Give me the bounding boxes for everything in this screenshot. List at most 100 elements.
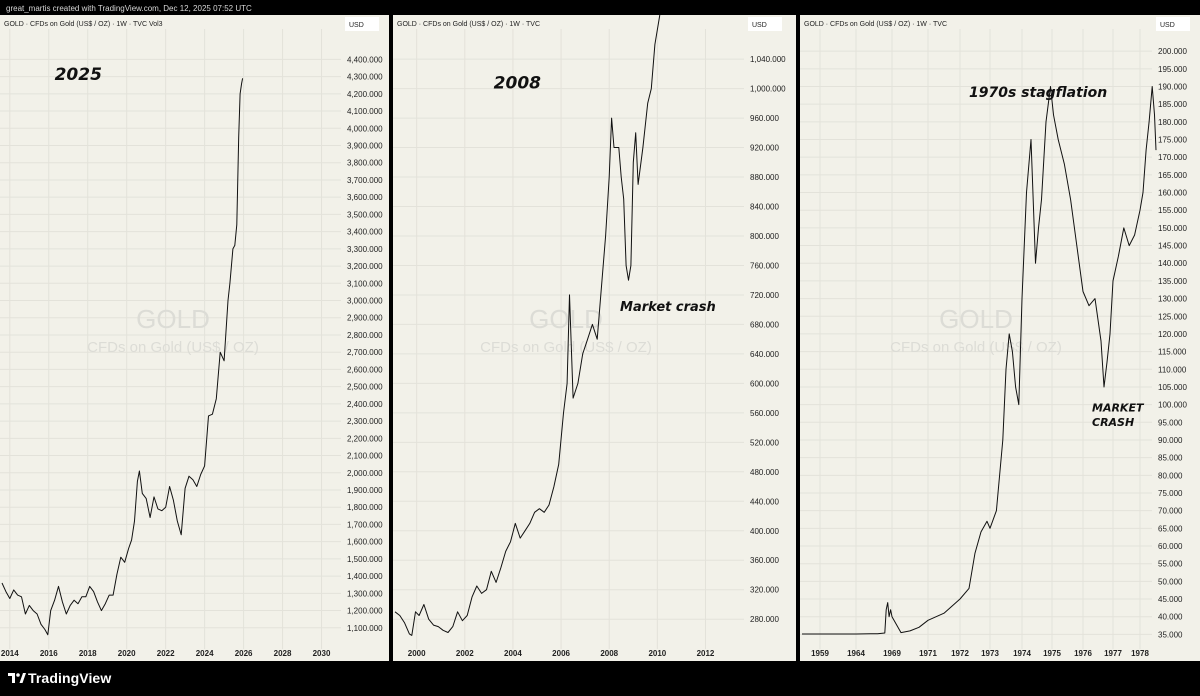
y-tick-label: 70.000 (1158, 507, 1183, 516)
chart-credit: great_martis created with TradingView.co… (6, 4, 252, 13)
y-tick-label: 125.000 (1158, 312, 1187, 321)
x-tick-label: 2016 (40, 649, 58, 658)
watermark-description: CFDs on Gold (US$ / OZ) (87, 339, 259, 356)
y-tick-label: 150.000 (1158, 224, 1187, 233)
y-tick-label: 1,600.000 (347, 538, 383, 547)
x-tick-label: 1964 (847, 649, 865, 658)
x-tick-label: 2002 (456, 649, 474, 658)
y-tick-label: 100.000 (1158, 401, 1187, 410)
footer-bar: TradingView (0, 663, 1200, 696)
y-tick-label: 1,400.000 (347, 572, 383, 581)
y-tick-label: 4,000.000 (347, 124, 383, 133)
x-tick-label: 1972 (951, 649, 969, 658)
x-tick-label: 2012 (697, 649, 715, 658)
y-tick-label: 1,800.000 (347, 503, 383, 512)
y-tick-label: 80.000 (1158, 471, 1183, 480)
currency-label: USD (349, 22, 364, 29)
y-tick-label: 140.000 (1158, 259, 1187, 268)
y-tick-label: 165.000 (1158, 171, 1187, 180)
chart-svg-2025: GOLD CFDs on Gold (US$ / OZ) GOLD · CFDs o… (0, 17, 383, 658)
y-tick-label: 105.000 (1158, 383, 1187, 392)
chart-annotation: 1970s stagflation (969, 85, 1107, 101)
y-tick-label: 155.000 (1158, 206, 1187, 215)
currency-label-box (345, 17, 379, 31)
y-tick-label: 1,000.000 (750, 85, 786, 94)
chart-svg-2008: GOLD CFDs on Gold (US$ / OZ) GOLD · CFDs o… (393, 15, 786, 658)
x-tick-label: 2020 (118, 649, 136, 658)
x-tick-label: 2014 (1, 649, 19, 658)
y-tick-label: 75.000 (1158, 489, 1183, 498)
y-tick-label: 440.000 (750, 497, 779, 506)
y-tick-label: 520.000 (750, 438, 779, 447)
x-tick-label: 2008 (600, 649, 618, 658)
y-tick-label: 4,100.000 (347, 107, 383, 116)
y-tick-label: 1,100.000 (347, 624, 383, 633)
y-tick-label: 3,700.000 (347, 176, 383, 185)
y-tick-label: 640.000 (750, 350, 779, 359)
y-tick-label: 2,100.000 (347, 452, 383, 461)
x-tick-label: 2010 (648, 649, 666, 658)
y-tick-label: 2,400.000 (347, 400, 383, 409)
x-tick-label: 2018 (79, 649, 97, 658)
y-tick-label: 320.000 (750, 586, 779, 595)
x-tick-label: 2004 (504, 649, 522, 658)
y-tick-label: 1,040.000 (750, 55, 786, 64)
y-tick-label: 115.000 (1158, 348, 1187, 357)
y-tick-label: 480.000 (750, 468, 779, 477)
price-line (802, 86, 1157, 635)
y-tick-label: 760.000 (750, 261, 779, 270)
chart-annotation: 2025 (55, 65, 102, 85)
watermark-description: CFDs on Gold (US$ / OZ) (890, 339, 1062, 356)
y-tick-label: 35.000 (1158, 630, 1183, 639)
y-tick-label: 4,400.000 (347, 55, 383, 64)
x-tick-label: 2022 (157, 649, 175, 658)
chart-annotation: CRASH (1092, 416, 1134, 429)
y-tick-label: 4,200.000 (347, 90, 383, 99)
y-tick-label: 90.000 (1158, 436, 1183, 445)
y-tick-label: 40.000 (1158, 613, 1183, 622)
y-tick-label: 160.000 (1158, 189, 1187, 198)
y-tick-label: 85.000 (1158, 454, 1183, 463)
y-tick-label: 400.000 (750, 527, 779, 536)
y-tick-label: 170.000 (1158, 153, 1187, 162)
y-tick-label: 110.000 (1158, 365, 1187, 374)
chart-svg-1970s: GOLD CFDs on Gold (US$ / OZ) GOLD · CFDs o… (800, 17, 1190, 658)
x-tick-label: 2006 (552, 649, 570, 658)
y-tick-label: 2,800.000 (347, 331, 383, 340)
x-tick-label: 1959 (811, 649, 829, 658)
y-tick-label: 280.000 (750, 615, 779, 624)
chart-panel-2008[interactable]: GOLD CFDs on Gold (US$ / OZ) GOLD · CFDs o… (393, 15, 796, 661)
x-tick-label: 1969 (883, 649, 901, 658)
chart-header: GOLD · CFDs on Gold (US$ / OZ) · 1W · TV… (4, 21, 163, 28)
x-tick-label: 1971 (919, 649, 937, 658)
y-tick-label: 840.000 (750, 203, 779, 212)
y-tick-label: 2,700.000 (347, 348, 383, 357)
watermark-symbol: GOLD (939, 304, 1013, 334)
y-tick-label: 60.000 (1158, 542, 1183, 551)
tradingview-logo-icon[interactable] (8, 671, 26, 685)
y-tick-label: 3,600.000 (347, 193, 383, 202)
y-tick-label: 3,200.000 (347, 262, 383, 271)
chart-annotation: 2008 (494, 74, 541, 94)
y-tick-label: 130.000 (1158, 295, 1187, 304)
y-tick-label: 920.000 (750, 144, 779, 153)
y-tick-label: 2,600.000 (347, 365, 383, 374)
x-tick-label: 2028 (274, 649, 292, 658)
chart-panel-2025[interactable]: GOLD CFDs on Gold (US$ / OZ) GOLD · CFDs o… (0, 15, 389, 661)
y-tick-label: 1,700.000 (347, 520, 383, 529)
y-tick-label: 360.000 (750, 556, 779, 565)
x-tick-label: 2000 (408, 649, 426, 658)
y-tick-label: 50.000 (1158, 577, 1183, 586)
y-tick-label: 3,100.000 (347, 279, 383, 288)
y-tick-label: 2,300.000 (347, 417, 383, 426)
currency-label: USD (752, 22, 767, 29)
y-tick-label: 45.000 (1158, 595, 1183, 604)
brand-name[interactable]: TradingView (28, 670, 112, 686)
chart-annotation: Market crash (620, 300, 716, 315)
chart-panel-1970s[interactable]: GOLD CFDs on Gold (US$ / OZ) GOLD · CFDs o… (800, 15, 1200, 661)
y-tick-label: 880.000 (750, 173, 779, 182)
x-tick-label: 2030 (313, 649, 331, 658)
y-tick-label: 2,500.000 (347, 383, 383, 392)
y-tick-label: 175.000 (1158, 136, 1187, 145)
y-tick-label: 4,300.000 (347, 73, 383, 82)
